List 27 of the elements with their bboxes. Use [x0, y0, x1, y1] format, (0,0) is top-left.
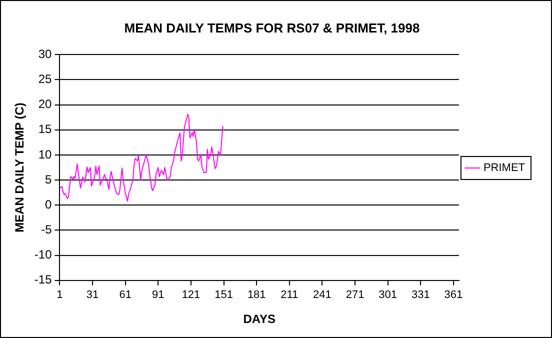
x-tick-label: 301	[378, 289, 398, 302]
y-tick-label: -10	[34, 248, 52, 262]
y-tick-label: 10	[38, 147, 52, 162]
x-tick-label: 61	[119, 289, 132, 302]
x-tick-label: 241	[313, 289, 332, 302]
x-tick-label: 121	[182, 289, 200, 302]
x-tick-label: 91	[152, 289, 164, 302]
x-tick-label: 1	[56, 289, 63, 302]
y-tick-label: 15	[38, 122, 52, 136]
y-axis-title: MEAN DAILY TEMP (C)	[12, 102, 27, 232]
x-tick-label: 271	[346, 289, 364, 302]
x-tick-label: 31	[86, 289, 99, 302]
x-axis-title: DAYS	[243, 312, 276, 326]
y-tick-label: -5	[41, 222, 52, 237]
y-tick-label: 30	[38, 46, 52, 61]
y-tick-label: 5	[45, 172, 52, 186]
y-tick-label: 25	[38, 72, 52, 86]
y-tick-label: -15	[34, 272, 52, 287]
x-tick-label: 181	[247, 289, 266, 302]
x-tick-label: 331	[411, 289, 430, 302]
x-tick-label: 361	[444, 289, 463, 302]
y-tick-label: 0	[45, 197, 52, 212]
chart-title: MEAN DAILY TEMPS FOR RS07 & PRIMET, 1998	[124, 20, 420, 36]
y-tick-label: 20	[38, 97, 52, 112]
x-tick-label: 151	[214, 289, 233, 302]
legend-label: PRIMET	[483, 162, 526, 174]
x-tick-label: 211	[280, 289, 298, 302]
